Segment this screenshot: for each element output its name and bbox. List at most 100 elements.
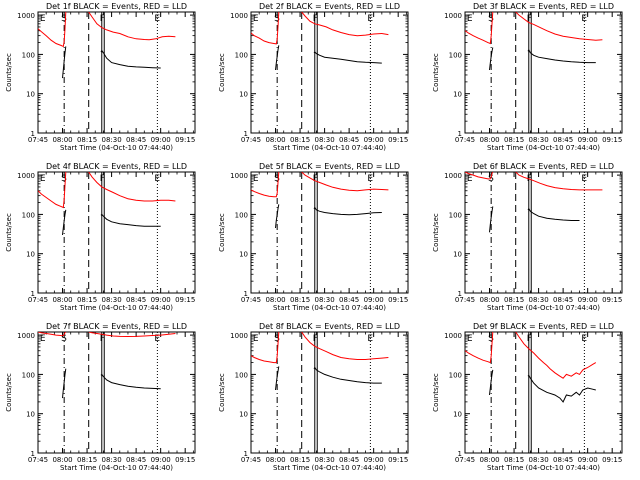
marker-label-e-right: E [154,174,160,184]
y-tick-label: 1000 [17,172,35,180]
events-series-line-seg-1 [489,206,494,233]
events-series-line-seg-1 [489,47,494,71]
series-group [465,12,603,71]
marker-label-e-right: E [367,174,373,184]
x-axis-label: Start Time (04-Oct-10 07:44:40) [487,144,600,152]
y-tick-label: 1000 [17,332,35,340]
x-tick-label: 08:15 [77,136,97,144]
x-tick-label: 08:15 [290,456,310,464]
marker-label-e-left: E [253,174,259,184]
marker-label-f: F [313,14,318,24]
y-tick-label: 100 [22,51,35,59]
y-axis-label: Counts/sec [432,373,440,412]
x-tick-label: 08:15 [77,456,97,464]
x-tick-label: 09:00 [364,456,384,464]
x-tick-label: 09:15 [175,136,195,144]
marker-label-s: S [488,334,494,344]
x-axis-label: Start Time (04-Oct-10 07:44:40) [487,464,600,472]
x-tick-label: 09:00 [364,136,384,144]
x-tick-label: 09:00 [151,136,171,144]
x-tick-label: 08:15 [77,296,97,304]
chart-panel-1: Det 1f BLACK = Events, RED = LLD 1 10 100 10… [5,2,196,152]
y-tick-label: 1 [31,450,35,458]
x-tick-label: 07:45 [455,456,475,464]
events-series-line-seg-2 [313,206,382,216]
x-tick-label: 08:00 [265,296,285,304]
y-tick-label: 1 [458,450,462,458]
marker-label-e-right: E [154,14,160,24]
x-tick-label: 08:45 [553,456,573,464]
y-tick-label: 10 [239,91,248,99]
event-markers [63,332,158,453]
x-tick-label: 09:00 [151,296,171,304]
chart-panel-4: Det 4f BLACK = Events, RED = LLD 1 10 100 10… [5,162,196,312]
marker-label-e-left: E [253,334,259,344]
y-tick-label: 1 [31,290,35,298]
plot-frame [37,331,196,454]
events-series-line-seg-2 [527,207,580,221]
x-tick-label: 09:15 [388,296,408,304]
x-tick-label: 09:15 [388,136,408,144]
series-group [38,12,176,79]
marker-label-f: F [527,14,532,24]
marker-label-e-left: E [467,174,473,184]
x-tick-label: 08:00 [52,456,72,464]
y-axis-label: Counts/sec [432,53,440,92]
events-series-line-seg-2 [527,374,596,403]
x-tick-label: 08:30 [529,296,549,304]
marker-label-e-left: E [467,14,473,24]
marker-label-s: S [488,174,494,184]
x-tick-label: 08:00 [265,136,285,144]
x-tick-label: 07:45 [28,456,48,464]
lld-series-line-seg-2 [301,332,389,360]
lld-series-line-seg-1 [251,12,280,45]
y-axis-label: Counts/sec [5,53,13,92]
chart-title: Det 1f BLACK = Events, RED = LLD [46,2,187,11]
x-tick-label: 09:15 [175,456,195,464]
events-series-line-seg-2 [313,366,382,384]
y-tick-label: 100 [235,211,248,219]
x-tick-label: 08:45 [126,296,146,304]
x-tick-label: 08:45 [553,136,573,144]
x-tick-label: 07:45 [241,136,261,144]
x-tick-label: 08:30 [102,456,122,464]
y-tick-label: 10 [239,251,248,259]
marker-label-e-right: E [581,334,587,344]
x-axis-label: Start Time (04-Oct-10 07:44:40) [273,464,386,472]
events-series-line-seg-1 [489,369,494,396]
x-tick-label: 09:15 [388,456,408,464]
y-axis-label: Counts/sec [218,213,226,252]
x-tick-label: 08:00 [265,456,285,464]
x-tick-label: 07:45 [28,136,48,144]
x-axis-label: Start Time (04-Oct-10 07:44:40) [60,304,173,312]
x-tick-label: 08:00 [479,296,499,304]
marker-label-e-right: E [367,334,373,344]
events-series-line-seg-2 [100,373,161,390]
event-markers [276,12,371,133]
y-tick-label: 1 [458,130,462,138]
lld-series-line-seg-1 [38,12,67,48]
x-tick-label: 08:30 [315,456,335,464]
y-tick-label: 1 [31,130,35,138]
events-series-line-seg-2 [100,49,161,69]
events-series-line-seg-1 [275,366,280,391]
y-tick-label: 1 [458,290,462,298]
marker-label-e-left: E [40,174,46,184]
y-tick-label: 1000 [444,332,462,340]
marker-label-s: S [61,14,67,24]
series-group [38,332,176,399]
marker-label-s: S [274,174,280,184]
y-tick-label: 10 [453,411,462,419]
y-tick-label: 1 [244,290,248,298]
lld-series-line-seg-1 [465,12,494,45]
marker-label-f: F [313,334,318,344]
chart-panel-9: Det 9f BLACK = Events, RED = LLD 1 10 100 10… [432,322,623,472]
event-markers [63,12,158,133]
x-tick-label: 09:15 [175,296,195,304]
y-tick-label: 1000 [230,12,248,20]
marker-label-e-left: E [253,14,259,24]
marker-label-s: S [488,14,494,24]
y-axis-label: Counts/sec [5,213,13,252]
plot-frame [464,331,623,454]
